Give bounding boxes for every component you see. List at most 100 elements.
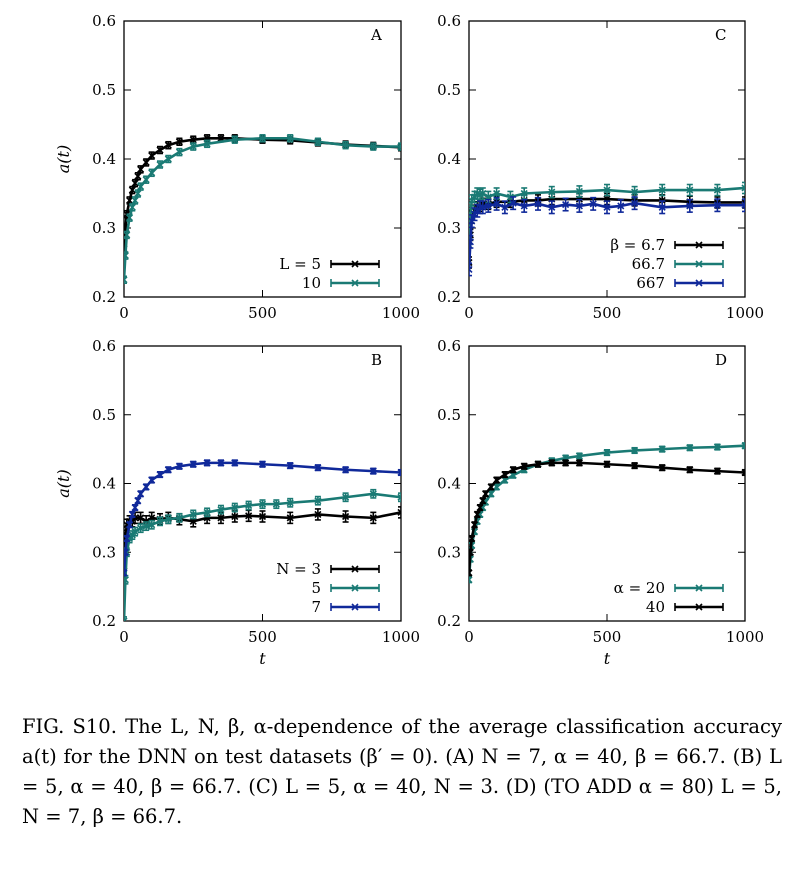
data-point: [369, 514, 377, 522]
x-tick-label: 0: [119, 304, 129, 322]
data-point: [124, 617, 128, 621]
data-point: [342, 141, 350, 149]
y-axis-label: a(t): [54, 145, 73, 173]
data-point: [231, 512, 239, 521]
data-point: [203, 459, 211, 467]
plot-frame: [123, 345, 402, 622]
legend-label: 10: [302, 274, 321, 292]
data-point: [124, 576, 129, 584]
x-tick-label: 0: [464, 628, 474, 646]
data-point: [631, 188, 639, 196]
legend-label: β = 6.7: [610, 236, 665, 254]
data-point: [156, 146, 164, 154]
data-point: [479, 189, 487, 198]
data-point: [131, 528, 139, 536]
data-point: [603, 186, 611, 194]
legend-label: 40: [646, 598, 665, 616]
x-tick-label: 1000: [382, 304, 420, 322]
data-point: [175, 462, 183, 470]
data-point: [470, 521, 479, 529]
data-point: [164, 466, 172, 474]
data-point: [589, 200, 597, 208]
x-axis-label: t: [259, 649, 266, 668]
data-point: [124, 276, 128, 284]
data-point: [314, 510, 322, 519]
data-point: [713, 443, 721, 451]
data-point: [469, 238, 474, 246]
series-A-0: [124, 134, 401, 253]
data-point: [231, 503, 239, 512]
x-tick-label: 500: [248, 304, 277, 322]
data-point: [189, 510, 197, 519]
data-point: [137, 183, 145, 191]
data-point: [631, 462, 639, 470]
data-point: [397, 468, 401, 477]
data-point: [189, 143, 197, 151]
legend-label: 5: [311, 579, 321, 597]
data-point: [314, 497, 322, 505]
data-point: [658, 203, 666, 211]
data-point: [156, 160, 164, 169]
legend-label: N = 3: [276, 560, 321, 578]
data-point: [509, 199, 517, 207]
y-tick-label: 0.4: [92, 150, 116, 168]
data-point: [217, 514, 225, 522]
y-tick-label: 0.3: [437, 219, 461, 237]
data-point: [137, 165, 145, 173]
data-point: [658, 186, 666, 194]
data-point: [131, 503, 139, 512]
plot-frame: [468, 345, 746, 622]
legend-marker: [695, 603, 703, 611]
legend-marker: [695, 241, 703, 249]
data-point: [124, 534, 131, 543]
y-tick-label: 0.6: [437, 12, 461, 30]
legend-label: L = 5: [279, 255, 321, 273]
panel-letter: C: [715, 26, 726, 44]
data-point: [562, 459, 570, 467]
data-point: [493, 476, 501, 484]
data-point: [175, 148, 183, 156]
y-tick-label: 0.6: [92, 337, 116, 355]
data-point: [142, 483, 150, 491]
data-point: [134, 497, 142, 505]
y-tick-label: 0.2: [92, 288, 116, 306]
data-point: [369, 467, 377, 475]
data-point: [124, 548, 129, 556]
data-point: [131, 179, 139, 187]
data-point: [686, 186, 694, 194]
data-point: [142, 176, 150, 184]
data-point: [479, 203, 487, 211]
data-point: [137, 490, 145, 498]
data-point: [484, 202, 492, 210]
data-point: [137, 514, 145, 522]
data-point: [575, 452, 583, 460]
y-axis-label: a(t): [54, 469, 73, 497]
data-point: [189, 136, 197, 144]
data-point: [175, 138, 183, 146]
legend-marker: [351, 565, 359, 573]
data-point: [217, 506, 225, 514]
data-point: [156, 517, 164, 525]
data-point: [501, 470, 509, 479]
y-tick-label: 0.6: [437, 337, 461, 355]
data-point: [286, 462, 294, 470]
legend-marker: [695, 260, 703, 268]
data-point: [469, 548, 474, 556]
data-point: [124, 569, 128, 577]
x-tick-label: 500: [593, 628, 622, 646]
data-point: [520, 202, 528, 210]
data-point: [487, 490, 495, 498]
data-point: [631, 199, 639, 207]
data-point: [741, 442, 745, 450]
series-B-1: [124, 488, 401, 621]
data-point: [469, 258, 473, 267]
data-point: [137, 524, 145, 532]
x-tick-label: 1000: [726, 304, 764, 322]
data-point: [520, 462, 528, 470]
data-point: [487, 483, 495, 491]
data-point: [148, 476, 156, 484]
data-point: [520, 189, 528, 198]
y-tick-label: 0.5: [437, 406, 461, 424]
data-point: [125, 214, 134, 222]
